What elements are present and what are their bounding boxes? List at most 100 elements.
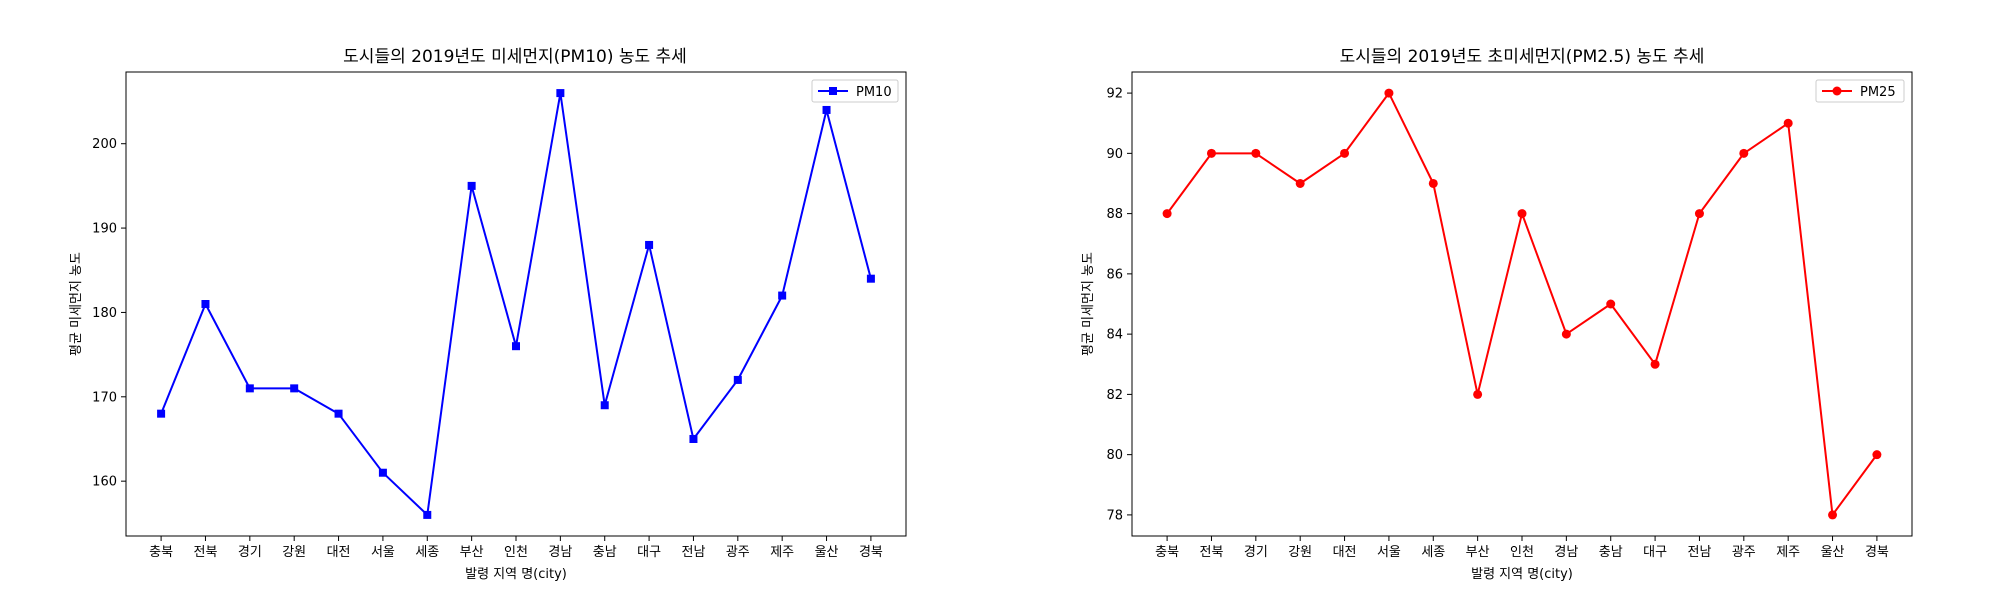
data-point [733,375,742,384]
x-tick-label: 전북 [1200,545,1224,560]
data-point [1473,389,1483,399]
data-point [556,89,565,98]
x-tick-label: 전남 [681,545,705,560]
x-tick-label: 전북 [194,545,218,560]
data-point [1206,148,1216,158]
y-tick-label: 92 [1106,87,1123,102]
data-point [334,409,343,418]
y-tick-label: 80 [1106,448,1123,463]
y-tick-label: 160 [92,475,117,490]
x-tick-label: 경기 [238,545,262,560]
x-tick-label: 광주 [1732,545,1756,560]
x-tick-label: 세종 [1421,545,1445,560]
x-tick-label: 경북 [1865,545,1889,560]
x-tick-label: 인천 [1510,545,1534,560]
x-tick-label: 제주 [1776,545,1800,560]
data-point [1828,510,1838,520]
data-point [1650,359,1660,369]
plot-area [1131,71,1913,537]
legend: PM25 [1815,79,1905,103]
x-tick-label: 서울 [1377,545,1401,560]
x-tick-label: 경남 [1554,545,1578,560]
data-point [1340,148,1350,158]
chart-title: 도시들의 2019년도 초미세먼지(PM2.5) 농도 추세 [1340,47,1705,67]
x-tick-label: 전남 [1687,545,1711,560]
y-axis-label: 평균 미세먼지 농도 [1081,252,1096,356]
data-point [822,105,831,114]
x-tick-label: 충남 [1599,545,1623,560]
y-tick-label: 170 [92,390,117,405]
data-point [1561,329,1571,339]
legend: PM10 [811,79,899,103]
x-tick-label: 울산 [815,545,839,560]
data-point [1162,209,1172,219]
x-tick-label: 충북 [149,545,173,560]
x-tick-label: 대구 [1643,545,1667,560]
pm10-chart: 도시들의 2019년도 미세먼지(PM10) 농도 추세 발령 지역 명(cit… [69,47,907,582]
data-point [600,401,609,410]
x-tick-label: 울산 [1821,545,1845,560]
x-tick-label: 부산 [1466,545,1490,560]
data-point [1295,178,1305,188]
x-tick-label: 인천 [504,545,528,560]
data-point [1872,450,1882,460]
data-point [1606,299,1616,309]
plot-area [125,71,907,537]
series-line [1166,92,1878,516]
data-point [157,409,166,418]
legend-label: PM10 [856,85,892,100]
legend-label: PM25 [1860,85,1896,100]
x-tick-label: 충남 [593,545,617,560]
chart-title: 도시들의 2019년도 미세먼지(PM10) 농도 추세 [343,47,687,67]
y-tick-label: 82 [1106,388,1123,403]
data-point [1251,148,1261,158]
x-tick-label: 대전 [327,545,351,560]
x-tick-label: 강원 [282,545,306,560]
legend-marker [829,87,837,95]
x-tick-label: 경기 [1244,545,1268,560]
data-point [778,291,787,300]
series-group [1162,88,1882,520]
data-point [1694,209,1704,219]
y-tick-label: 180 [92,306,117,321]
y-tick-label: 88 [1106,207,1123,222]
y-tick-label: 190 [92,222,117,237]
series-line [160,92,872,516]
data-point [689,434,698,443]
data-point [201,300,210,308]
x-axis-label: 발령 지역 명(city) [1471,567,1573,582]
series-group [157,89,875,519]
data-point [866,274,875,283]
x-tick-label: 대전 [1333,545,1357,560]
y-tick-label: 86 [1106,267,1123,282]
data-point [467,181,476,190]
x-tick-label: 서울 [371,545,395,560]
data-point [1739,148,1749,158]
x-tick-label: 부산 [460,545,484,560]
x-tick-label: 강원 [1288,545,1312,560]
y-tick-label: 200 [92,137,117,152]
pm25-chart: 도시들의 2019년도 초미세먼지(PM2.5) 농도 추세 발령 지역 명(c… [1081,47,1913,582]
data-point [645,240,654,249]
x-tick-label: 광주 [726,545,750,560]
x-tick-label: 세종 [415,545,439,560]
data-point [378,468,387,477]
y-tick-label: 90 [1106,147,1123,162]
data-point [423,510,432,519]
y-tick-label: 78 [1106,508,1123,523]
data-point [512,342,520,351]
legend-marker [1832,86,1842,96]
x-tick-label: 제주 [770,545,794,560]
data-point [1783,118,1793,128]
x-tick-label: 경남 [548,545,572,560]
x-tick-label: 대구 [637,545,661,560]
ticks-group: 충북 전북 경기 강원 대전 서울 세종 부산 인천 경남 충남 대구 전남 광주 제주 울산 경북 78 80 82… [1106,87,1888,560]
y-tick-label: 84 [1106,328,1123,343]
legend-box [1815,79,1905,103]
x-tick-label: 경북 [859,545,883,560]
data-point [245,384,254,393]
x-axis-label: 발령 지역 명(city) [465,567,567,582]
ticks-group: 충북 전북 경기 강원 대전 서울 세종 부산 인천 경남 충남 대구 전남 광주 제주 울산 경북 160 170… [92,137,883,560]
data-point [1384,88,1394,98]
